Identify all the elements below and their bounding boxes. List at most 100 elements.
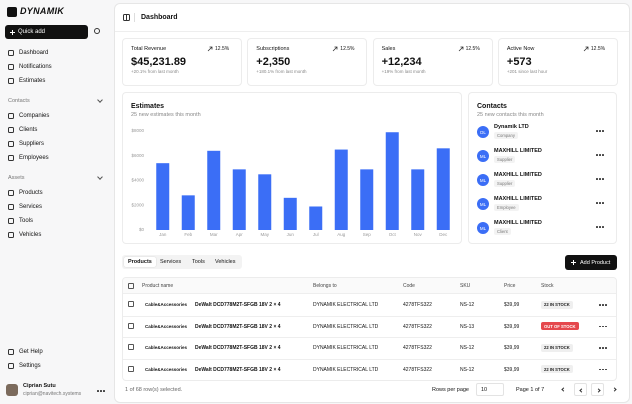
dot (599, 347, 601, 349)
more-button[interactable] (596, 129, 605, 133)
icon (8, 232, 14, 238)
page-button[interactable] (557, 383, 570, 396)
nav-item[interactable]: Suppliers (5, 139, 105, 150)
chevron[interactable] (97, 97, 103, 103)
checkbox[interactable] (128, 322, 134, 329)
nav-item[interactable]: Get Help (5, 347, 105, 358)
tab[interactable]: Products (124, 257, 156, 267)
bar (207, 150, 221, 230)
more-button[interactable] (596, 225, 605, 229)
belongs-to: DYNAMIK ELECTRICAL LTD (313, 302, 379, 308)
icon (8, 127, 14, 133)
nav-item[interactable]: Settings (5, 361, 105, 372)
more-button[interactable] (596, 177, 605, 181)
button-label: Add Product (580, 259, 611, 266)
icon (8, 50, 14, 56)
checkbox[interactable] (128, 344, 134, 350)
tab-label: Tools (192, 259, 205, 265)
tab[interactable]: Tools (188, 257, 209, 267)
row-border (123, 358, 616, 360)
bar (385, 132, 399, 230)
nav-label: Estimates (19, 78, 46, 84)
more-button[interactable] (599, 346, 608, 350)
chevron (578, 387, 584, 393)
page-button[interactable] (591, 383, 604, 396)
contact-role: Employee (494, 204, 519, 211)
chevron[interactable] (97, 174, 103, 180)
product: DeWalt DCD778M2T-SFGB 18V 2 × 4 (195, 345, 281, 351)
search-button[interactable] (94, 28, 102, 36)
contact-role: Supplier (494, 156, 516, 163)
more-button[interactable] (599, 325, 608, 329)
nav-item[interactable]: Services (5, 202, 105, 213)
nav-label: Settings (19, 363, 41, 369)
more-button[interactable] (596, 153, 605, 157)
nav-item[interactable]: Clients (5, 125, 105, 136)
rows-per-page-label: Rows per page (432, 387, 469, 393)
quick-add-button[interactable]: Quick add (5, 25, 88, 39)
nav-item[interactable]: Dashboard (5, 48, 105, 59)
x-tick-label: Jun (287, 232, 295, 237)
contact-name: MAXHILL LIMITED (494, 196, 542, 202)
add-button[interactable]: Add Product (565, 255, 617, 270)
stat-value: $45,231.89 (131, 56, 187, 68)
x-tick-label: Oct (389, 232, 397, 237)
plus-icon (573, 260, 574, 265)
icon (8, 204, 14, 210)
chevron (595, 387, 601, 393)
dot (599, 130, 601, 132)
y-tick-label: $6000 (131, 153, 144, 158)
checkbox[interactable] (128, 283, 134, 289)
product: DeWalt DCD778M2T-SFGB 18V 2 × 4 (195, 323, 281, 330)
column-header: Product name (142, 283, 174, 289)
chevron (611, 386, 617, 392)
dot (605, 368, 607, 371)
stat-card: Sales 12.5% +12,234 +19% from last month (372, 38, 493, 86)
contact-avatar: ML (477, 198, 489, 210)
nav-item[interactable]: Companies (5, 111, 105, 122)
rows-per-page-select[interactable]: 10 (476, 383, 504, 396)
stock-badge: OUT OF STOCK (541, 322, 579, 330)
stat-label: Total Revenue (131, 46, 167, 52)
more-button[interactable] (599, 368, 608, 372)
nav-label: Companies (19, 113, 50, 119)
dot (596, 202, 598, 204)
tab[interactable]: Vehicles (211, 257, 240, 267)
more-button[interactable] (596, 201, 605, 205)
checkbox[interactable] (128, 365, 134, 372)
stat-card: Total Revenue 12.5% $45,231.89 +20.1% from … (122, 38, 242, 86)
nav-item[interactable]: Estimates (5, 76, 105, 87)
column-header: SKU (460, 283, 471, 289)
sku: NS-12 (460, 345, 475, 351)
change-value: 12.5% (340, 46, 355, 52)
nav-item[interactable]: Products (5, 188, 105, 199)
nav-item[interactable]: Vehicles (5, 230, 105, 241)
category: Cable&Accessories (145, 323, 188, 329)
sidebar-toggle[interactable] (123, 14, 130, 21)
price: $39,99 (504, 302, 520, 308)
more-button[interactable] (599, 303, 608, 307)
nav-item[interactable]: Employees (5, 153, 105, 164)
more-button[interactable] (97, 389, 106, 393)
bar (309, 206, 323, 230)
y-tick-label: $0 (139, 227, 145, 232)
tab[interactable]: Services (156, 257, 185, 267)
bar (181, 195, 195, 230)
price: $39,99 (504, 323, 520, 330)
page-button[interactable] (608, 383, 621, 396)
tab-label: Products (128, 259, 152, 265)
belongs-to: DYNAMIK ELECTRICAL LTD (313, 345, 379, 351)
checkbox[interactable] (128, 301, 134, 307)
nav-item[interactable]: Tools (5, 216, 105, 227)
nav-item[interactable]: Notifications (5, 62, 105, 73)
nav-label: Tools (19, 218, 34, 224)
stat-label: Sales (381, 46, 396, 52)
initials: ML (479, 225, 487, 231)
category: Cable&Accessories (145, 302, 188, 307)
page-button[interactable] (574, 383, 587, 396)
section-title: Assets (8, 175, 25, 181)
initials: ML (479, 201, 487, 207)
contact-avatar: ML (477, 174, 489, 186)
icon (8, 349, 14, 355)
dot (599, 202, 601, 204)
